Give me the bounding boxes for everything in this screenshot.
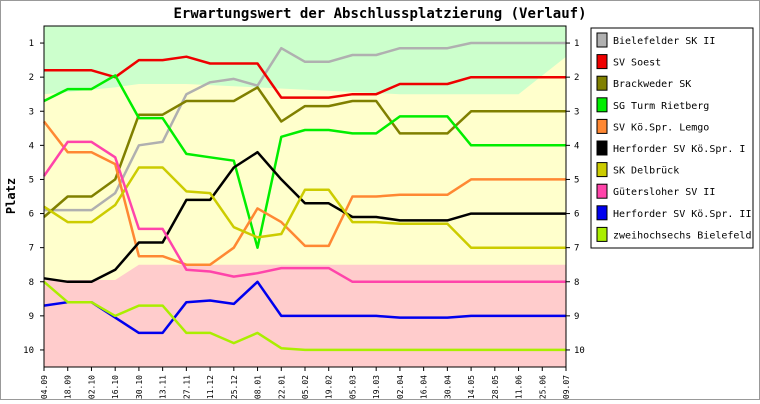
chart-title: Erwartungswert der Abschlussplatzierung … xyxy=(173,6,586,22)
series-line xyxy=(43,74,566,249)
y-tick-label-right: 3 xyxy=(574,107,579,117)
legend: Bielefelder SK II SV Soest Brackweder SK SG… xyxy=(590,27,754,249)
series-lines xyxy=(42,41,566,352)
x-tick-label: 25.12 xyxy=(230,375,239,399)
y-tick-label-left: 9 xyxy=(29,312,34,322)
x-tick-label: 30.04 xyxy=(443,375,452,399)
x-tick-label: 02.04 xyxy=(396,375,405,399)
legend-swatch xyxy=(596,205,608,221)
legend-swatch xyxy=(596,183,608,199)
x-tick-label: 30.10 xyxy=(135,375,144,399)
x-tick-label: 09.07 xyxy=(562,375,571,399)
x-tick-label: 04.09 xyxy=(40,375,49,399)
x-tick-label: 14.05 xyxy=(467,375,476,399)
x-tick-label: 18.09 xyxy=(64,375,73,399)
x-tick-label: 11.06 xyxy=(515,375,524,399)
axis-ticks: 1 1 2 2 3 3 4 4 5 5 6 6 7 7 8 8 9 9 10 10 04.09 18.09 02.10 16.… xyxy=(23,39,585,399)
series-line xyxy=(43,150,566,284)
x-tick-label: 05.02 xyxy=(301,375,310,399)
x-tick-label: 28.05 xyxy=(491,375,500,399)
x-tick-label: 05.03 xyxy=(348,375,357,399)
series-line xyxy=(44,41,566,212)
legend-swatch xyxy=(596,162,608,178)
legend-label: Bielefelder SK II xyxy=(613,36,715,47)
legend-swatch xyxy=(596,226,608,242)
legend-box xyxy=(590,27,754,249)
series-line xyxy=(43,280,566,335)
x-tick-label: 27.11 xyxy=(182,375,191,399)
legend-label: Brackweder SK xyxy=(613,79,691,90)
series-line xyxy=(43,120,566,266)
legend-label: SV Soest xyxy=(613,58,661,69)
x-tick-label: 22.01 xyxy=(277,375,286,399)
legend-label: SK Delbrück xyxy=(613,166,679,177)
legend-label: Herforder SV Kö.Spr. I xyxy=(613,144,745,155)
legend-swatch xyxy=(596,97,608,113)
y-tick-label-right: 8 xyxy=(574,278,579,288)
x-tick-label: 19.02 xyxy=(325,375,334,399)
y-tick-label-left: 2 xyxy=(29,73,34,83)
y-tick-label-left: 1 xyxy=(29,39,34,49)
series-line xyxy=(42,140,566,284)
legend-label: SG Turm Rietberg xyxy=(613,101,709,112)
series-line xyxy=(43,86,566,218)
legend-label: Gütersloher SV II xyxy=(613,187,715,198)
x-tick-label: 02.10 xyxy=(87,375,96,399)
series-line xyxy=(43,280,566,352)
x-tick-label: 19.03 xyxy=(372,375,381,399)
series-line xyxy=(44,55,566,99)
y-tick-label-right: 5 xyxy=(574,175,579,185)
y-tick-label-right: 9 xyxy=(574,312,579,322)
x-tick-label: 13.11 xyxy=(159,375,168,399)
y-tick-label-right: 4 xyxy=(574,141,579,151)
y-tick-label-left: 3 xyxy=(29,107,34,117)
y-axis-label: Platz xyxy=(4,178,18,214)
legend-swatch xyxy=(596,54,608,70)
legend-label: Herforder SV Kö.Spr. II xyxy=(613,209,751,220)
y-tick-label-left: 4 xyxy=(29,141,34,151)
x-tick-label: 11.12 xyxy=(206,375,215,399)
y-tick-label-left: 8 xyxy=(29,278,34,288)
series-line xyxy=(43,166,566,249)
y-tick-label-right: 1 xyxy=(574,39,579,49)
zone-green xyxy=(44,26,566,95)
y-tick-label-left: 5 xyxy=(29,175,34,185)
plot-border xyxy=(43,25,567,368)
x-tick-label: 25.06 xyxy=(538,375,547,399)
y-tick-label-left: 10 xyxy=(23,346,34,356)
y-tick-label-left: 7 xyxy=(29,244,34,254)
legend-swatch xyxy=(596,75,608,91)
x-tick-label: 16.10 xyxy=(111,375,120,399)
y-tick-label-right: 7 xyxy=(574,244,579,254)
y-tick-label-left: 6 xyxy=(29,210,34,220)
x-tick-label: 16.04 xyxy=(420,375,429,399)
legend-swatch xyxy=(596,118,608,134)
legend-label: SV Kö.Spr. Lemgo xyxy=(613,122,709,133)
y-tick-label-right: 10 xyxy=(574,346,585,356)
legend-label: zweihochsechs Bielefeld xyxy=(613,230,751,241)
legend-swatch xyxy=(596,32,608,48)
x-tick-label: 08.01 xyxy=(254,375,263,399)
y-tick-label-right: 6 xyxy=(574,210,579,220)
y-tick-label-right: 2 xyxy=(574,73,579,83)
legend-swatch xyxy=(596,140,608,156)
